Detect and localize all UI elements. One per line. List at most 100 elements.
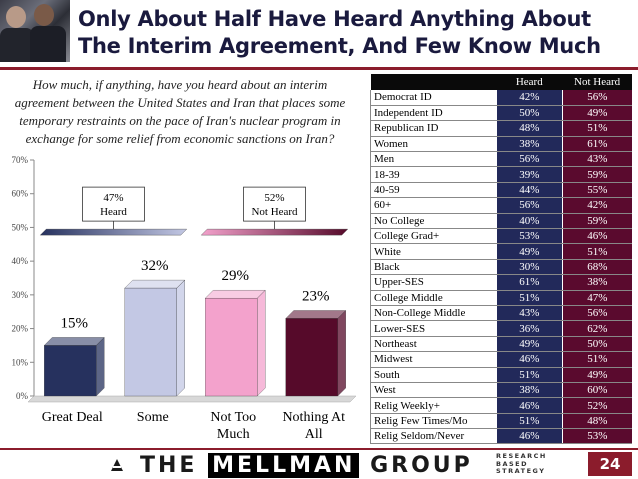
- not-heard-cell: 59%: [561, 166, 632, 183]
- table-row: Independent ID 50% 49%: [370, 105, 632, 122]
- row-label: 18-39: [370, 166, 497, 183]
- table-row: College Grad+ 53% 46%: [370, 228, 632, 245]
- row-label: 40-59: [370, 182, 497, 199]
- row-label: Black: [370, 259, 497, 276]
- bar-chart: 0% 10% 20% 30% 40% 50% 60% 70% 15% Great Deal 32% S…: [12, 155, 357, 442]
- group-name-label: Heard: [100, 206, 127, 218]
- logo-tagline: RESEARCH BASED STRATEGY: [496, 452, 547, 476]
- table-row: Relig Seldom/Never 46% 53%: [370, 428, 632, 445]
- row-label: West: [370, 382, 497, 399]
- bar-top: [124, 279, 186, 289]
- not-heard-cell: 62%: [561, 320, 632, 337]
- heard-cell: 36%: [495, 320, 563, 337]
- bar-side: [257, 289, 266, 397]
- tagline-line-3: STRATEGY: [496, 467, 546, 475]
- y-tick-label: 20%: [12, 324, 29, 334]
- bar-top: [285, 310, 347, 319]
- row-label: Relig Few Times/Mo: [370, 413, 497, 430]
- page-title: Only About Half Have Heard Anything Abou…: [78, 6, 601, 60]
- table-row: Republican ID 48% 51%: [370, 120, 632, 137]
- heard-cell: 51%: [495, 413, 563, 430]
- not-heard-cell: 46%: [561, 228, 632, 245]
- y-tick-label: 40%: [12, 256, 29, 266]
- heard-cell: 61%: [495, 274, 563, 291]
- not-heard-cell: 56%: [561, 90, 632, 106]
- table-row: Women 38% 61%: [370, 136, 632, 153]
- row-label: College Middle: [370, 290, 497, 306]
- heard-cell: 50%: [495, 105, 563, 122]
- table-row: 40-59 44% 55%: [370, 182, 632, 199]
- not-heard-cell: 43%: [561, 151, 632, 168]
- table-row: Midwest 46% 51%: [370, 351, 632, 368]
- table-row: Democrat ID 42% 56%: [370, 90, 632, 106]
- row-label: Non-College Middle: [370, 305, 497, 322]
- bar: [44, 345, 97, 397]
- row-label: Lower-SES: [370, 320, 497, 337]
- not-heard-cell: 48%: [561, 413, 632, 430]
- heard-cell: 40%: [495, 213, 563, 230]
- not-heard-cell: 51%: [561, 120, 632, 137]
- group-callout-box: [82, 186, 145, 222]
- row-label: Women: [370, 136, 497, 153]
- logo-mellman: MELLMAN: [208, 453, 360, 478]
- tagline-line-1: RESEARCH: [496, 452, 547, 460]
- row-label: Northeast: [370, 336, 497, 353]
- bar-top: [204, 290, 266, 299]
- table-header-not-heard: Not Heard: [562, 74, 632, 90]
- row-label: College Grad+: [370, 228, 497, 245]
- group-bracket: [39, 228, 188, 236]
- survey-question: How much, if anything, have you heard ab…: [14, 77, 346, 146]
- title-divider: [0, 67, 638, 70]
- group-bracket: [200, 228, 349, 236]
- row-label: Democrat ID: [370, 90, 497, 106]
- table-row: South 51% 49%: [370, 367, 632, 383]
- table-row: West 38% 60%: [370, 382, 632, 399]
- y-tick-label: 0%: [16, 391, 29, 401]
- group-name-label: Not Heard: [251, 206, 298, 218]
- not-heard-cell: 59%: [561, 213, 632, 230]
- table-row: College Middle 51% 47%: [370, 290, 632, 306]
- heard-cell: 51%: [495, 290, 563, 306]
- table-row: White 49% 51%: [370, 243, 632, 260]
- y-tick-label: 70%: [12, 155, 29, 165]
- x-category-label: Great Deal: [42, 410, 103, 425]
- not-heard-cell: 42%: [561, 197, 632, 214]
- x-category-label: Nothing At: [282, 410, 345, 425]
- not-heard-cell: 38%: [561, 274, 632, 291]
- table-row: Northeast 49% 50%: [370, 336, 632, 353]
- heard-cell: 44%: [495, 182, 563, 199]
- group-percent-label: 52%: [264, 192, 284, 204]
- heard-cell: 48%: [495, 120, 563, 137]
- footer: THE MELLMAN GROUP RESEARCH BASED STRATEG…: [0, 450, 638, 479]
- chart-floor: [27, 395, 357, 403]
- not-heard-cell: 47%: [561, 290, 632, 306]
- heard-cell: 49%: [495, 336, 563, 353]
- x-category-label: All: [305, 427, 323, 442]
- row-label: 60+: [370, 197, 497, 214]
- table-row: 60+ 56% 42%: [370, 197, 632, 214]
- table-row: Upper-SES 61% 38%: [370, 274, 632, 291]
- heard-cell: 30%: [495, 259, 563, 276]
- not-heard-cell: 68%: [561, 259, 632, 276]
- not-heard-cell: 49%: [561, 367, 632, 383]
- table-header-row: Heard Not Heard: [370, 74, 632, 90]
- row-label: Republican ID: [370, 120, 497, 137]
- heard-cell: 46%: [495, 351, 563, 368]
- heard-cell: 39%: [495, 166, 563, 183]
- row-label: Midwest: [370, 351, 497, 368]
- bar: [205, 298, 258, 397]
- heard-cell: 49%: [495, 243, 563, 260]
- heard-cell: 46%: [495, 428, 563, 445]
- table-body: Democrat ID 42% 56% Independent ID 50% 49% Rep…: [370, 90, 632, 445]
- y-tick-label: 60%: [12, 189, 29, 199]
- row-label: Upper-SES: [370, 274, 497, 291]
- not-heard-cell: 56%: [561, 305, 632, 322]
- not-heard-cell: 51%: [561, 243, 632, 260]
- not-heard-cell: 61%: [561, 136, 632, 153]
- x-category-label: Not Too: [210, 410, 256, 425]
- y-tick-label: 10%: [12, 357, 29, 367]
- x-category-label: Much: [217, 427, 250, 442]
- bar: [124, 287, 177, 397]
- table-header-blank: [370, 74, 497, 90]
- bar-side: [96, 337, 105, 397]
